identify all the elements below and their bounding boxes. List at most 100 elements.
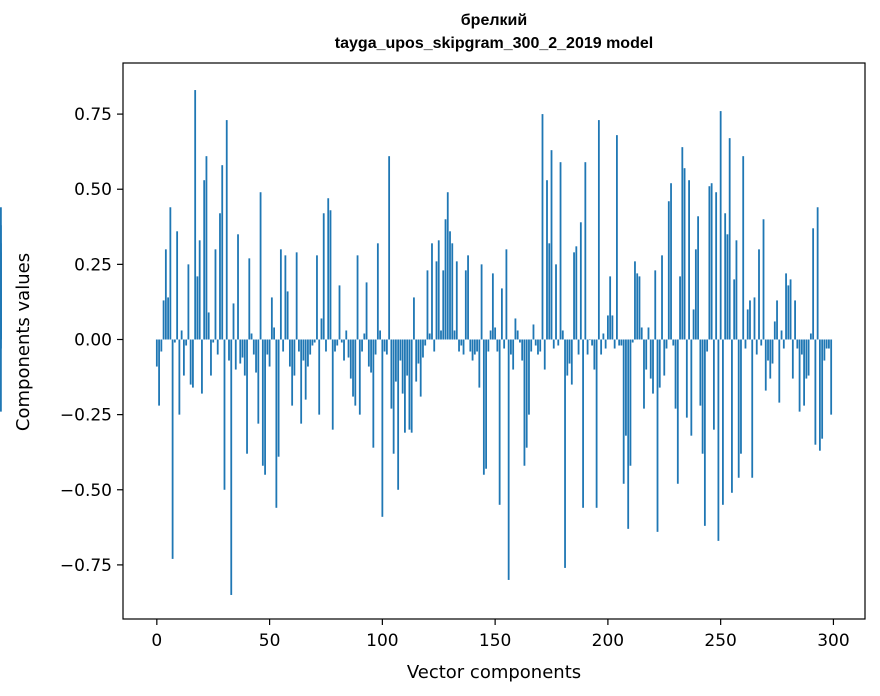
bar <box>435 261 438 340</box>
axes-group: 0 50 100 150 200 250 300 −0.75 −0.50 −0.25 0.00 0.2… <box>60 62 866 651</box>
bar <box>498 339 501 505</box>
bar <box>340 339 343 343</box>
chart-subtitle: tayga_upos_skipgram_300_2_2019 model <box>334 35 654 52</box>
bar <box>776 300 778 340</box>
bar <box>577 339 580 355</box>
bar <box>821 339 824 439</box>
bar <box>318 339 321 415</box>
bar <box>627 339 630 529</box>
x-axis-label: Vector components <box>407 662 581 683</box>
bar <box>160 339 163 352</box>
bar <box>298 339 300 352</box>
bar <box>417 339 420 364</box>
bar <box>243 339 246 376</box>
bar <box>424 339 427 346</box>
bar <box>182 339 185 376</box>
y-tick-label: −0.25 <box>60 406 112 426</box>
bar <box>388 156 391 340</box>
bar <box>534 339 537 346</box>
bar <box>246 339 248 454</box>
bar <box>397 339 400 490</box>
bar <box>221 165 224 340</box>
bar <box>399 339 402 361</box>
y-axis-label: Components values <box>13 253 34 431</box>
bar <box>239 339 242 364</box>
bar <box>316 255 318 340</box>
bar <box>187 264 190 340</box>
bar <box>178 339 181 415</box>
bar <box>494 327 497 340</box>
bar <box>207 312 210 340</box>
bar <box>320 318 323 340</box>
bar <box>597 120 600 340</box>
bar <box>731 339 733 493</box>
bar <box>800 339 803 355</box>
bar <box>406 339 409 376</box>
bar <box>661 255 663 340</box>
bar <box>354 339 357 406</box>
bar <box>552 339 555 349</box>
bar <box>491 273 494 340</box>
bar <box>726 234 729 340</box>
bar <box>530 339 533 352</box>
bar <box>539 339 542 352</box>
bar <box>584 162 587 340</box>
bar <box>663 339 666 376</box>
bar <box>812 228 815 340</box>
bar <box>410 339 413 433</box>
bar <box>261 339 264 466</box>
bar <box>537 339 539 355</box>
bar <box>575 246 578 340</box>
bar <box>546 180 548 340</box>
bar <box>284 255 287 340</box>
bar <box>550 150 553 340</box>
bar <box>451 243 454 340</box>
bar <box>347 339 350 358</box>
bar <box>282 339 285 352</box>
bar <box>764 339 767 391</box>
bar <box>681 147 684 340</box>
bar <box>606 315 609 340</box>
bar <box>762 219 765 340</box>
bar <box>825 339 828 349</box>
bar <box>288 339 291 367</box>
bar <box>173 339 176 343</box>
bar <box>582 339 584 508</box>
bar <box>228 339 230 361</box>
bar <box>372 339 375 448</box>
bar <box>579 222 582 340</box>
x-tick-label: 50 <box>259 631 281 651</box>
bar <box>404 339 406 433</box>
bar <box>742 156 745 340</box>
bar <box>210 339 212 376</box>
bar <box>706 339 709 352</box>
bar <box>311 339 314 346</box>
bar <box>679 276 681 340</box>
bar <box>568 339 571 364</box>
bar <box>232 303 235 340</box>
bar <box>464 270 467 340</box>
bar <box>591 339 593 346</box>
bar <box>273 327 275 340</box>
bar <box>532 324 535 340</box>
bar <box>719 111 722 340</box>
y-tick-label: −0.50 <box>60 481 112 501</box>
bar <box>171 339 174 559</box>
bar <box>694 249 697 340</box>
bar <box>485 339 487 469</box>
x-tick-label: 250 <box>704 631 736 651</box>
bar <box>613 339 616 349</box>
bar <box>676 339 679 484</box>
bar <box>699 339 702 406</box>
y-tick-label: 0.25 <box>74 255 112 275</box>
bar <box>293 339 296 376</box>
bar <box>787 285 790 340</box>
bar <box>363 333 366 340</box>
bar <box>376 243 379 340</box>
bar <box>392 339 395 454</box>
bar <box>309 339 312 355</box>
bar <box>487 339 490 352</box>
bar <box>514 318 517 340</box>
bar <box>370 339 372 373</box>
bar <box>496 339 499 352</box>
